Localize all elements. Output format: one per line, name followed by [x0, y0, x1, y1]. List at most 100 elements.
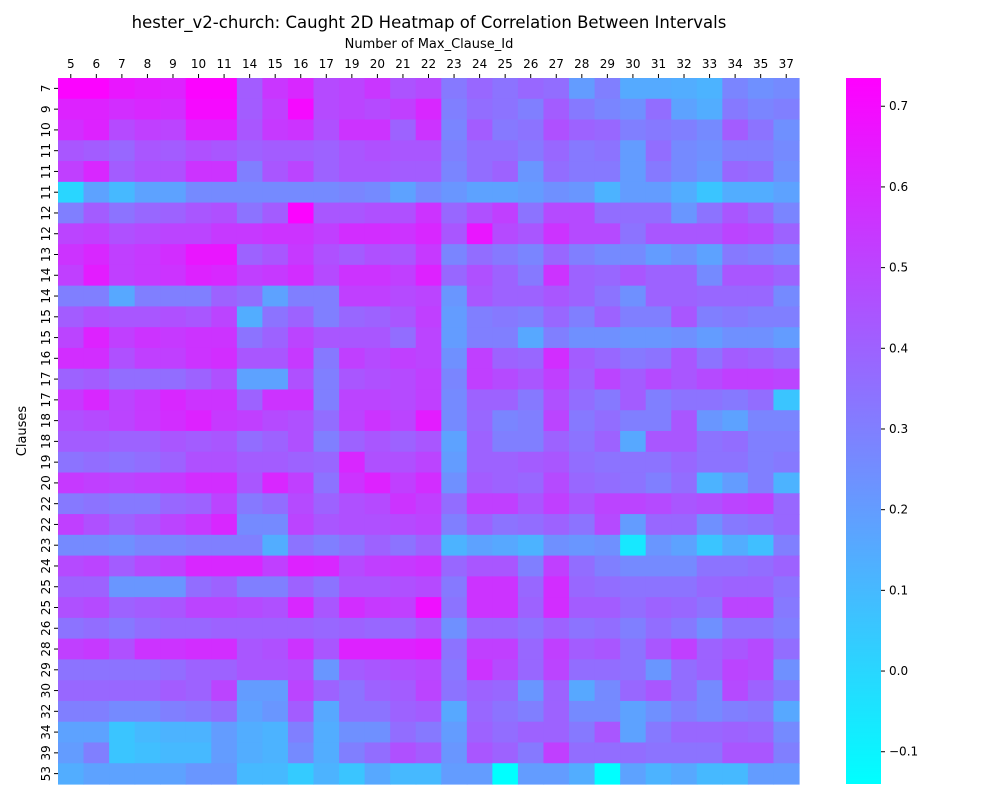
heatmap-cell [185, 555, 212, 577]
heatmap-cell [415, 514, 442, 536]
heatmap-cell [287, 223, 315, 245]
heatmap-cell [83, 306, 110, 328]
heatmap-cell [185, 514, 212, 536]
heatmap-cell [134, 347, 161, 370]
heatmap-cell [58, 576, 85, 598]
heatmap-cell [466, 514, 493, 536]
heatmap-cell [339, 306, 366, 328]
heatmap-cell [109, 368, 136, 391]
heatmap-cell [134, 451, 161, 474]
heatmap-cell [415, 161, 442, 183]
heatmap-cell [543, 721, 570, 744]
heatmap-cell [543, 742, 570, 764]
x-tick-label: 37 [779, 57, 794, 71]
heatmap-cell [492, 140, 519, 162]
heatmap-cell [517, 555, 545, 577]
heatmap-cell [287, 700, 315, 723]
heatmap-cell [722, 555, 749, 577]
heatmap-cell [83, 700, 110, 723]
heatmap-cell [287, 555, 315, 577]
heatmap-cell [364, 472, 391, 494]
heatmap-cell [466, 389, 493, 411]
heatmap-cell [262, 742, 289, 764]
heatmap-cell [569, 306, 596, 328]
heatmap-cell [747, 472, 775, 494]
heatmap-cell [492, 742, 519, 764]
heatmap-cell [747, 451, 775, 474]
heatmap-cell [747, 763, 775, 785]
heatmap-cell [569, 181, 596, 204]
heatmap-cell [517, 576, 545, 598]
heatmap-cell [313, 431, 340, 453]
heatmap-cell [773, 327, 800, 349]
heatmap-cell [390, 202, 417, 224]
heatmap-cell [517, 451, 545, 474]
x-tick-label: 10 [191, 57, 206, 71]
heatmap-cell [287, 514, 315, 536]
heatmap-cell [594, 721, 621, 744]
heatmap-cell [364, 638, 391, 661]
heatmap-cell [185, 161, 212, 183]
heatmap-cell [134, 680, 161, 702]
y-tick-label: 12 [39, 205, 53, 220]
heatmap-cell [287, 680, 315, 702]
heatmap-cell [594, 700, 621, 723]
heatmap-cell [517, 140, 545, 162]
colorbar-tick-label: 0.6 [889, 180, 908, 194]
heatmap-cell [696, 306, 723, 328]
heatmap-cell [339, 680, 366, 702]
heatmap-cell [620, 534, 647, 557]
heatmap-cell [236, 431, 264, 453]
heatmap-cell [466, 763, 493, 785]
heatmap-cell [620, 389, 647, 411]
heatmap-cell [313, 659, 340, 681]
heatmap-cell [58, 223, 85, 245]
heatmap-cell [773, 140, 800, 162]
heatmap-cell [109, 347, 136, 370]
heatmap-cell [594, 161, 621, 183]
heatmap-cell [364, 493, 391, 515]
x-tick-label: 20 [370, 57, 385, 71]
heatmap-cell [747, 389, 775, 411]
y-tick-label: 22 [39, 517, 53, 532]
heatmap-cell [569, 763, 596, 785]
heatmap-cell [671, 264, 698, 287]
heatmap-cell [339, 410, 366, 432]
heatmap-cell [313, 347, 340, 370]
heatmap-cell [773, 306, 800, 328]
heatmap-cell [722, 264, 749, 287]
heatmap-cell [594, 98, 621, 121]
heatmap-cell [211, 700, 238, 723]
heatmap-cell [517, 597, 545, 619]
heatmap-cell [492, 721, 519, 744]
heatmap-cell [390, 576, 417, 598]
heatmap-cell [262, 140, 289, 162]
heatmap-cell [594, 763, 621, 785]
heatmap-cell [109, 78, 136, 100]
heatmap-cell [287, 327, 315, 349]
heatmap-cell [543, 285, 570, 308]
heatmap-cell [722, 98, 749, 121]
heatmap-cell [466, 306, 493, 328]
heatmap-cell [83, 410, 110, 432]
heatmap-cell [262, 410, 289, 432]
heatmap-cell [109, 98, 136, 121]
heatmap-cell [339, 368, 366, 391]
heatmap-cell [339, 181, 366, 204]
heatmap-cell [287, 78, 315, 100]
heatmap-cell [262, 202, 289, 224]
heatmap-cell [160, 410, 187, 432]
heatmap-cell [339, 264, 366, 287]
heatmap-cell [671, 617, 698, 640]
heatmap-cell [696, 721, 723, 744]
heatmap-cell [415, 327, 442, 349]
heatmap-cell [134, 597, 161, 619]
heatmap-cell [543, 161, 570, 183]
heatmap-cell [543, 555, 570, 577]
heatmap-cell [696, 597, 723, 619]
heatmap-cell [134, 763, 161, 785]
heatmap-cell [543, 389, 570, 411]
colorbar-tick-labels: −0.1 0.0 0.1 0.2 0.3 0.4 0.5 0.6 0.7 [881, 99, 918, 759]
heatmap-cell [109, 576, 136, 598]
heatmap-cell [747, 98, 775, 121]
